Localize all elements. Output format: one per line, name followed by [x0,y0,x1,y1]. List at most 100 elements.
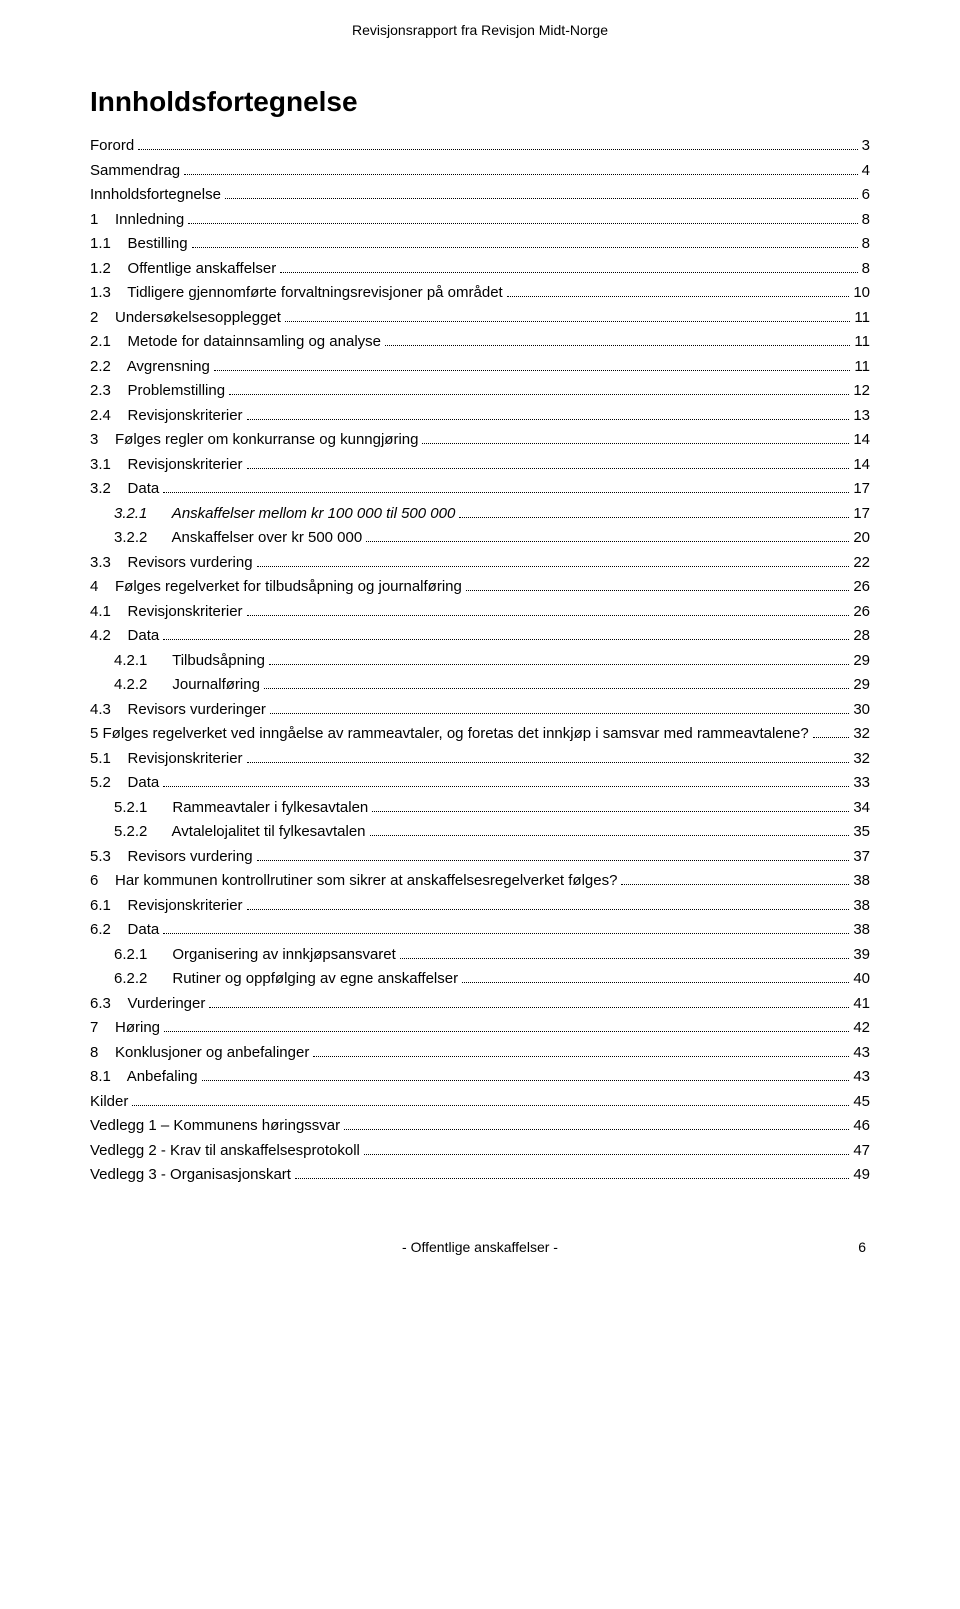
page-title: Innholdsfortegnelse [90,81,870,123]
toc-label: 3.2 Data [90,478,159,501]
toc-dots [138,149,857,150]
toc-dots [370,835,850,836]
toc-dots [344,1129,849,1130]
toc-dots [621,884,849,885]
toc-page: 11 [854,356,870,379]
toc-label: 3.3 Revisors vurdering [90,552,253,575]
toc-page: 17 [853,478,870,501]
toc-entry: 3.2 Data 17 [90,478,870,501]
toc-label: 1 Innledning [90,209,184,232]
toc-label: 6.2.1 Organisering av innkjøpsansvaret [114,944,396,967]
toc-label: 6.2.2 Rutiner og oppfølging av egne ansk… [114,968,458,991]
toc-label: 3.2.2 Anskaffelser over kr 500 000 [114,527,362,550]
toc-label: 5 Følges regelverket ved inngåelse av ra… [90,723,809,746]
toc-dots [507,296,850,297]
toc-dots [247,615,850,616]
toc-label: 2.1 Metode for datainnsamling og analyse [90,331,381,354]
toc-page: 43 [853,1042,870,1065]
toc-dots [225,198,858,199]
toc-dots [164,1031,849,1032]
toc-dots [229,394,849,395]
toc-dots [209,1007,849,1008]
toc-dots [163,492,849,493]
toc-page: 26 [853,601,870,624]
toc-label: 1.3 Tidligere gjennomførte forvaltningsr… [90,282,503,305]
toc-label: Vedlegg 3 - Organisasjonskart [90,1164,291,1187]
toc-label: 4.3 Revisors vurderinger [90,699,266,722]
toc-dots [813,737,850,738]
toc-label: 5.1 Revisjonskriterier [90,748,243,771]
footer-center-text: - Offentlige anskaffelser - [134,1237,826,1258]
toc-dots [462,982,849,983]
toc-page: 49 [853,1164,870,1187]
footer-page-number: 6 [826,1237,866,1258]
toc-entry: 4.2.2 Journalføring 29 [90,674,870,697]
toc-entry: 3.3 Revisors vurdering 22 [90,552,870,575]
toc-entry: 3 Følges regler om konkurranse og kunngj… [90,429,870,452]
toc-dots [184,174,858,175]
toc-entry: 5.1 Revisjonskriterier 32 [90,748,870,771]
toc-entry: 6.3 Vurderinger 41 [90,993,870,1016]
toc-page: 4 [862,160,870,183]
toc-page: 17 [853,503,870,526]
toc-label: 3.1 Revisjonskriterier [90,454,243,477]
toc-label: Forord [90,135,134,158]
toc-label: 1.1 Bestilling [90,233,188,256]
toc-entry: 3.1 Revisjonskriterier 14 [90,454,870,477]
toc-dots [247,909,850,910]
table-of-contents: Forord 3Sammendrag 4Innholdsfortegnelse … [90,135,870,1187]
toc-dots [192,247,858,248]
toc-dots [366,541,849,542]
toc-dots [269,664,849,665]
toc-page: 8 [862,258,870,281]
toc-page: 43 [853,1066,870,1089]
toc-entry: 2.2 Avgrensning 11 [90,356,870,379]
toc-dots [188,223,857,224]
toc-page: 6 [862,184,870,207]
toc-page: 37 [853,846,870,869]
toc-page: 40 [853,968,870,991]
toc-label: 5.3 Revisors vurdering [90,846,253,869]
toc-label: 2.2 Avgrensning [90,356,210,379]
toc-entry: 5.3 Revisors vurdering 37 [90,846,870,869]
toc-entry: Innholdsfortegnelse 6 [90,184,870,207]
toc-dots [247,419,850,420]
toc-entry: 3.2.1 Anskaffelser mellom kr 100 000 til… [90,503,870,526]
toc-page: 11 [854,331,870,354]
toc-entry: 8.1 Anbefaling 43 [90,1066,870,1089]
toc-entry: Sammendrag 4 [90,160,870,183]
toc-page: 14 [853,454,870,477]
toc-entry: Vedlegg 3 - Organisasjonskart 49 [90,1164,870,1187]
toc-page: 32 [853,748,870,771]
toc-label: Kilder [90,1091,128,1114]
toc-dots [313,1056,849,1057]
toc-label: 4.2.2 Journalføring [114,674,260,697]
toc-label: 3.2.1 Anskaffelser mellom kr 100 000 til… [114,503,455,526]
toc-page: 38 [853,919,870,942]
toc-entry: Forord 3 [90,135,870,158]
toc-label: 4 Følges regelverket for tilbudsåpning o… [90,576,462,599]
toc-label: 6.1 Revisjonskriterier [90,895,243,918]
toc-entry: 4.1 Revisjonskriterier 26 [90,601,870,624]
toc-label: 4.1 Revisjonskriterier [90,601,243,624]
toc-entry: 1 Innledning 8 [90,209,870,232]
toc-label: 4.2.1 Tilbudsåpning [114,650,265,673]
toc-dots [163,786,849,787]
toc-page: 11 [854,307,870,330]
toc-entry: 2.4 Revisjonskriterier 13 [90,405,870,428]
toc-dots [247,762,850,763]
toc-page: 47 [853,1140,870,1163]
toc-page: 39 [853,944,870,967]
toc-entry: Vedlegg 2 - Krav til anskaffelsesprotoko… [90,1140,870,1163]
toc-page: 20 [853,527,870,550]
toc-dots [163,639,849,640]
toc-page: 38 [853,895,870,918]
toc-dots [257,860,850,861]
toc-page: 8 [862,209,870,232]
report-header: Revisjonsrapport fra Revisjon Midt-Norge [90,20,870,41]
toc-entry: Kilder 45 [90,1091,870,1114]
toc-dots [364,1154,849,1155]
toc-dots [295,1178,849,1179]
toc-entry: 6.2.1 Organisering av innkjøpsansvaret 3… [90,944,870,967]
toc-label: 5.2 Data [90,772,159,795]
